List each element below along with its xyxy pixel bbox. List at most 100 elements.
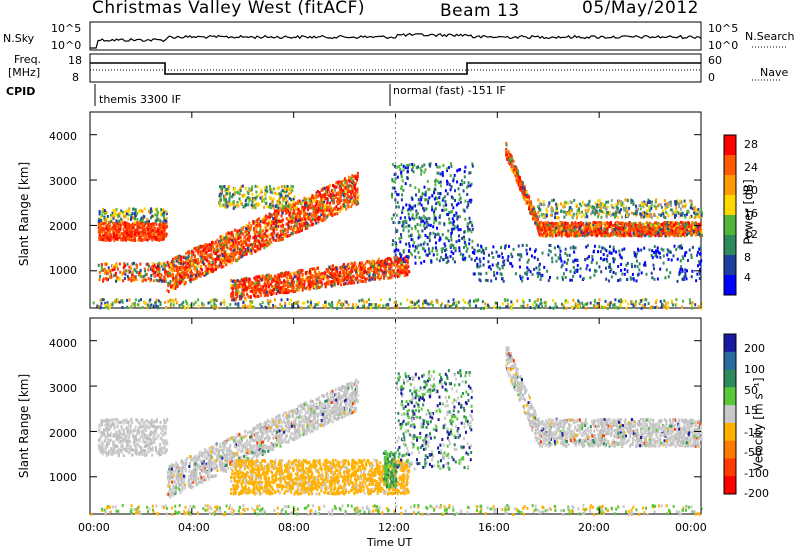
power-echo-cell: [147, 235, 150, 239]
power-echo-cell: [212, 262, 215, 266]
power-echo-cell: [150, 207, 152, 211]
power-echo-cell: [420, 261, 423, 265]
power-echo-cell: [400, 258, 403, 262]
power-echo-cell: [433, 215, 436, 219]
power-echo-cell: [252, 220, 255, 223]
power-echo-cell: [176, 284, 179, 288]
power-echo-cell: [390, 264, 393, 268]
power-echo-cell: [403, 219, 406, 223]
power-echo-cell: [257, 234, 260, 238]
power-echo-cell: [453, 213, 456, 217]
power-echo-cell: [283, 208, 286, 212]
power-echo-cell: [294, 223, 297, 227]
power-echo-cell: [407, 255, 410, 259]
power-echo-cell: [644, 232, 647, 236]
power-echo-cell: [259, 289, 262, 293]
power-echo-cell: [189, 276, 192, 280]
power-echo-cell: [393, 173, 396, 177]
power-echo-cell: [335, 205, 338, 208]
power-echo-cell: [405, 273, 408, 277]
power-echo-cell: [241, 254, 244, 258]
power-echo-cell: [199, 266, 202, 270]
power-echo-cell: [102, 207, 105, 211]
power-echo-cell: [458, 193, 461, 197]
power-echo-cell: [425, 207, 428, 211]
power-echo-cell: [118, 219, 121, 223]
power-echo-cell: [251, 193, 254, 196]
power-echo-cell: [423, 240, 426, 244]
power-echo-cell: [260, 237, 263, 241]
power-echo-cell: [294, 221, 297, 225]
power-echo-cell: [99, 215, 102, 219]
power-echo-cell: [239, 297, 242, 301]
power-echo-cell: [183, 282, 186, 286]
power-echo-cell: [238, 295, 241, 298]
power-echo-cell: [258, 240, 261, 244]
power-echo-cell: [411, 162, 414, 166]
power-echo-cell: [413, 163, 416, 167]
power-cbar-tick-4: 4: [744, 271, 751, 284]
power-echo-cell: [134, 214, 137, 218]
power-echo-cell: [292, 281, 295, 285]
power-echo-cell: [320, 275, 323, 279]
power-echo-cell: [279, 233, 282, 236]
power-echo-cell: [318, 216, 320, 220]
power-echo-cell: [444, 256, 447, 260]
power-echo-cell: [301, 278, 304, 282]
power-echo-cell: [193, 273, 195, 277]
power-echo-cell: [470, 230, 473, 234]
power-echo-cell: [322, 218, 325, 222]
power-echo-cell: [371, 268, 374, 272]
power-echo-cell: [280, 214, 283, 218]
power-echo-cell: [626, 233, 628, 237]
power-echo-cell: [309, 273, 312, 277]
power-echo-cell: [115, 219, 118, 223]
power-echo-cell: [247, 294, 250, 298]
power-echo-cell: [248, 286, 250, 290]
power-echo-cell: [138, 238, 141, 242]
power-echo-cell: [337, 273, 340, 277]
power-echo-cell: [359, 274, 362, 277]
power-echo-cell: [296, 211, 299, 215]
power-echo-cell: [336, 180, 339, 184]
time-tick-6: 00:00: [675, 521, 707, 534]
power-echo-cell: [180, 255, 183, 259]
power-echo-cell: [439, 180, 442, 184]
power-echo-cell: [339, 272, 342, 276]
power-echo-cell: [166, 288, 169, 292]
power-echo-cell: [359, 265, 362, 269]
power-echo-cell: [132, 226, 135, 230]
power-echo-cell: [143, 215, 146, 219]
power-echo-cell: [192, 260, 195, 264]
power-echo-cell: [355, 203, 358, 206]
power-echo-cell: [281, 237, 284, 241]
power-echo-cell: [245, 287, 248, 291]
power-echo-cell: [396, 165, 399, 169]
power-echo-cell: [700, 234, 703, 238]
power-echo-cell: [420, 203, 423, 207]
power-echo-cell: [464, 217, 467, 221]
power-echo-cell: [243, 279, 246, 282]
power-echo-cell: [275, 280, 278, 284]
power-echo-cell: [372, 264, 374, 268]
power-echo-cell: [372, 276, 375, 280]
time-tick-1: 04:00: [178, 521, 210, 534]
power-echo-cell: [126, 225, 129, 229]
power-echo-cell: [239, 199, 242, 203]
power-echo-cell: [181, 269, 184, 273]
power-echo-cell: [163, 267, 166, 271]
power-echo-cell: [301, 286, 304, 290]
power-echo-cell: [225, 242, 228, 246]
power-echo-cell: [166, 260, 169, 264]
power-echo-cell: [370, 262, 373, 266]
power-echo-cell: [357, 274, 360, 278]
power-echo-cell: [205, 244, 208, 248]
power-echo-cell: [164, 264, 167, 267]
power-echo-cell: [402, 266, 405, 270]
power-echo-cell: [308, 271, 311, 275]
power-echo-cell: [157, 211, 159, 214]
power-echo-cell: [264, 191, 266, 195]
power-echo-cell: [126, 212, 128, 216]
power-echo-cell: [354, 263, 357, 267]
power-echo-cell: [453, 173, 456, 177]
